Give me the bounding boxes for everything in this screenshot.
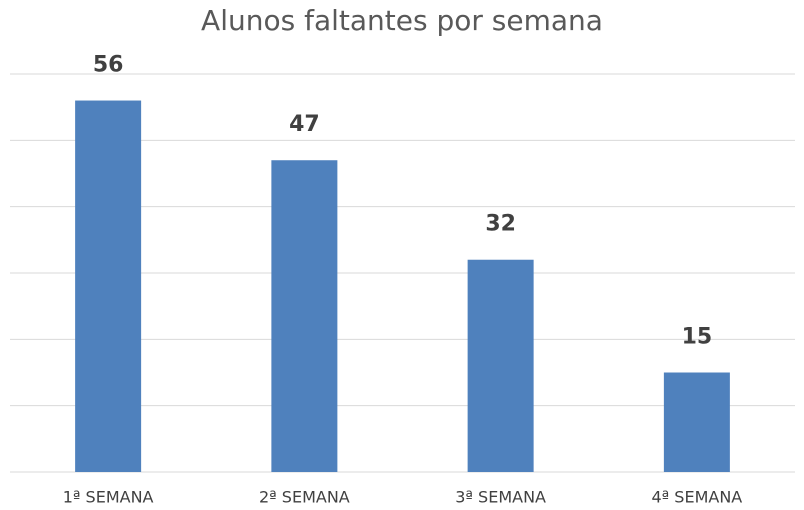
bar [467, 259, 534, 472]
data-label: 32 [485, 212, 516, 237]
bar [75, 100, 142, 473]
data-label: 15 [682, 325, 713, 350]
x-tick-label: 3ª SEMANA [455, 488, 546, 507]
chart-title: Alunos faltantes por semana [201, 4, 603, 37]
x-tick-label: 2ª SEMANA [259, 488, 350, 507]
data-label: 47 [289, 112, 320, 137]
bar [271, 160, 338, 472]
data-label: 56 [93, 53, 124, 78]
x-tick-label: 1ª SEMANA [63, 488, 154, 507]
x-tick-label: 4ª SEMANA [652, 488, 743, 507]
bar [663, 372, 730, 472]
